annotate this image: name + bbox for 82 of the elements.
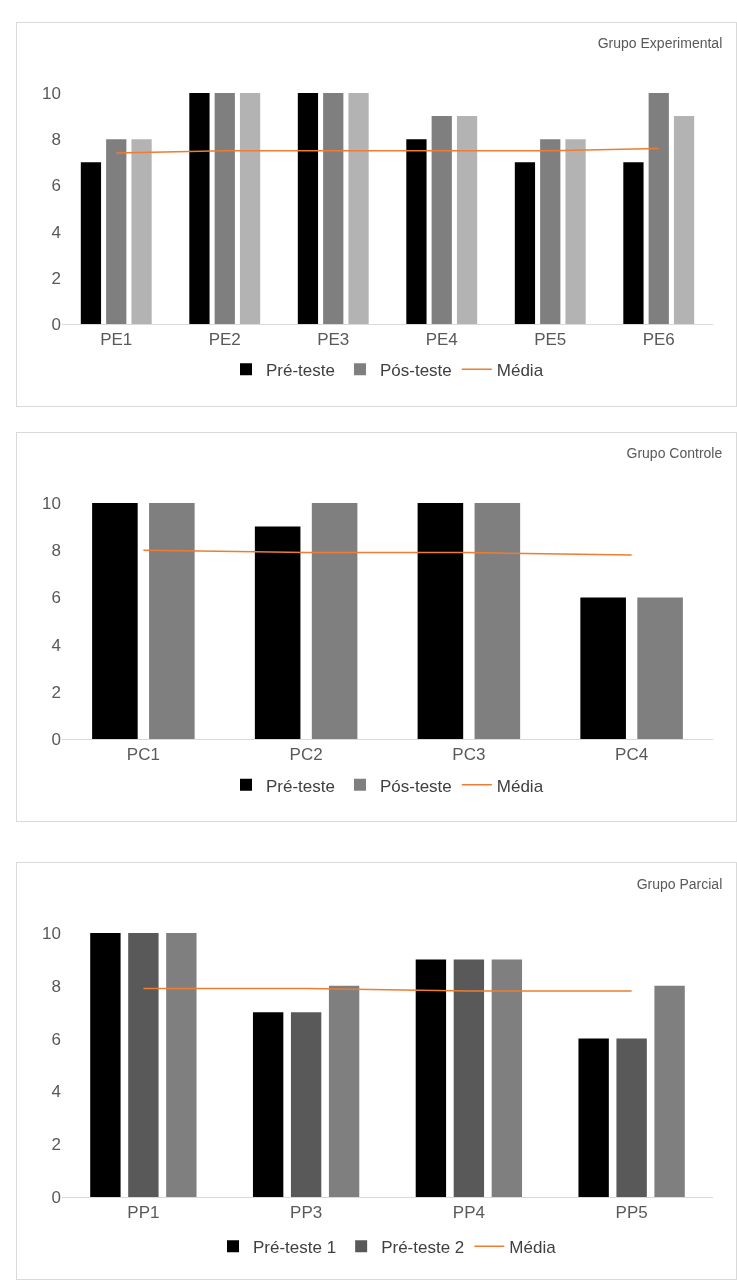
chart-title: Grupo Parcial (636, 876, 723, 893)
y-tick-label: 10 (42, 83, 61, 103)
legend-label: Pós-teste (379, 776, 452, 796)
bar (648, 93, 669, 324)
x-tick-label: PC2 (289, 745, 323, 765)
bar (214, 93, 235, 324)
x-tick-label: PE4 (425, 330, 458, 350)
bar (637, 597, 683, 739)
x-tick-label: PC1 (126, 745, 160, 765)
bar (166, 933, 197, 1197)
bar (311, 503, 358, 739)
y-tick-label: 0 (51, 314, 61, 334)
bar (453, 959, 485, 1197)
bar (323, 93, 344, 324)
bar (106, 139, 127, 324)
legend-label: Média (496, 776, 544, 796)
y-tick-label: 8 (51, 130, 61, 150)
x-tick-label: PP3 (290, 1203, 323, 1223)
chart-title: Grupo Experimental (597, 35, 723, 52)
bar (290, 1012, 322, 1197)
bar (252, 1012, 284, 1197)
bar (297, 93, 319, 324)
x-tick-label: PC4 (615, 745, 649, 765)
legend-label: Pré-teste 2 (381, 1237, 465, 1257)
bar (491, 959, 523, 1197)
x-tick-label: PP5 (615, 1203, 648, 1223)
legend-label: Pré-teste 1 (253, 1237, 337, 1257)
bar (254, 526, 301, 739)
bar (673, 116, 695, 324)
x-tick-label: PP1 (127, 1203, 160, 1223)
x-tick-label: PP4 (452, 1203, 485, 1223)
x-tick-label: PC3 (452, 745, 486, 765)
y-tick-label: 8 (51, 976, 61, 996)
bar (92, 503, 138, 739)
bar (80, 162, 102, 324)
x-tick-label: PE5 (534, 330, 567, 350)
bar (239, 93, 261, 324)
bar (348, 93, 369, 324)
chart-title: Grupo Controle (626, 445, 723, 462)
bar (578, 1038, 609, 1197)
bar (417, 503, 464, 739)
bar (616, 1038, 647, 1197)
y-tick-label: 2 (51, 682, 61, 702)
y-tick-label: 10 (42, 923, 61, 943)
y-tick-label: 8 (51, 541, 61, 561)
bar (623, 162, 644, 324)
y-tick-label: 4 (51, 635, 61, 655)
bar (565, 139, 586, 324)
bar (328, 985, 360, 1197)
y-tick-label: 6 (51, 1029, 61, 1049)
legend-label: Média (496, 360, 544, 380)
bar (514, 162, 536, 324)
y-tick-label: 6 (51, 588, 61, 608)
legend-label: Média (509, 1237, 557, 1257)
x-tick-label: PE1 (100, 330, 133, 350)
bar (540, 139, 561, 324)
y-tick-label: 2 (51, 268, 61, 288)
legend-label: Pré-teste (266, 360, 335, 380)
x-tick-label: PE6 (642, 330, 675, 350)
legend-label: Pré-teste (266, 776, 335, 796)
bar (654, 985, 685, 1197)
bar (415, 959, 447, 1197)
bar (149, 503, 195, 739)
y-tick-label: 6 (51, 176, 61, 196)
bar (131, 139, 152, 324)
bar (406, 139, 427, 324)
y-tick-label: 2 (51, 1135, 61, 1155)
bar (580, 597, 626, 739)
x-tick-label: PE3 (317, 330, 350, 350)
y-tick-label: 0 (51, 729, 61, 749)
bar (474, 503, 521, 739)
x-tick-label: PE2 (208, 330, 241, 350)
bar (189, 93, 210, 324)
y-tick-label: 4 (51, 222, 61, 242)
y-tick-label: 0 (51, 1187, 61, 1207)
bar (456, 116, 478, 324)
bar (431, 116, 452, 324)
bar (90, 933, 121, 1197)
bar (128, 933, 159, 1197)
y-tick-label: 4 (51, 1082, 61, 1102)
y-tick-label: 10 (42, 493, 61, 513)
legend-label: Pós-teste (379, 360, 452, 380)
